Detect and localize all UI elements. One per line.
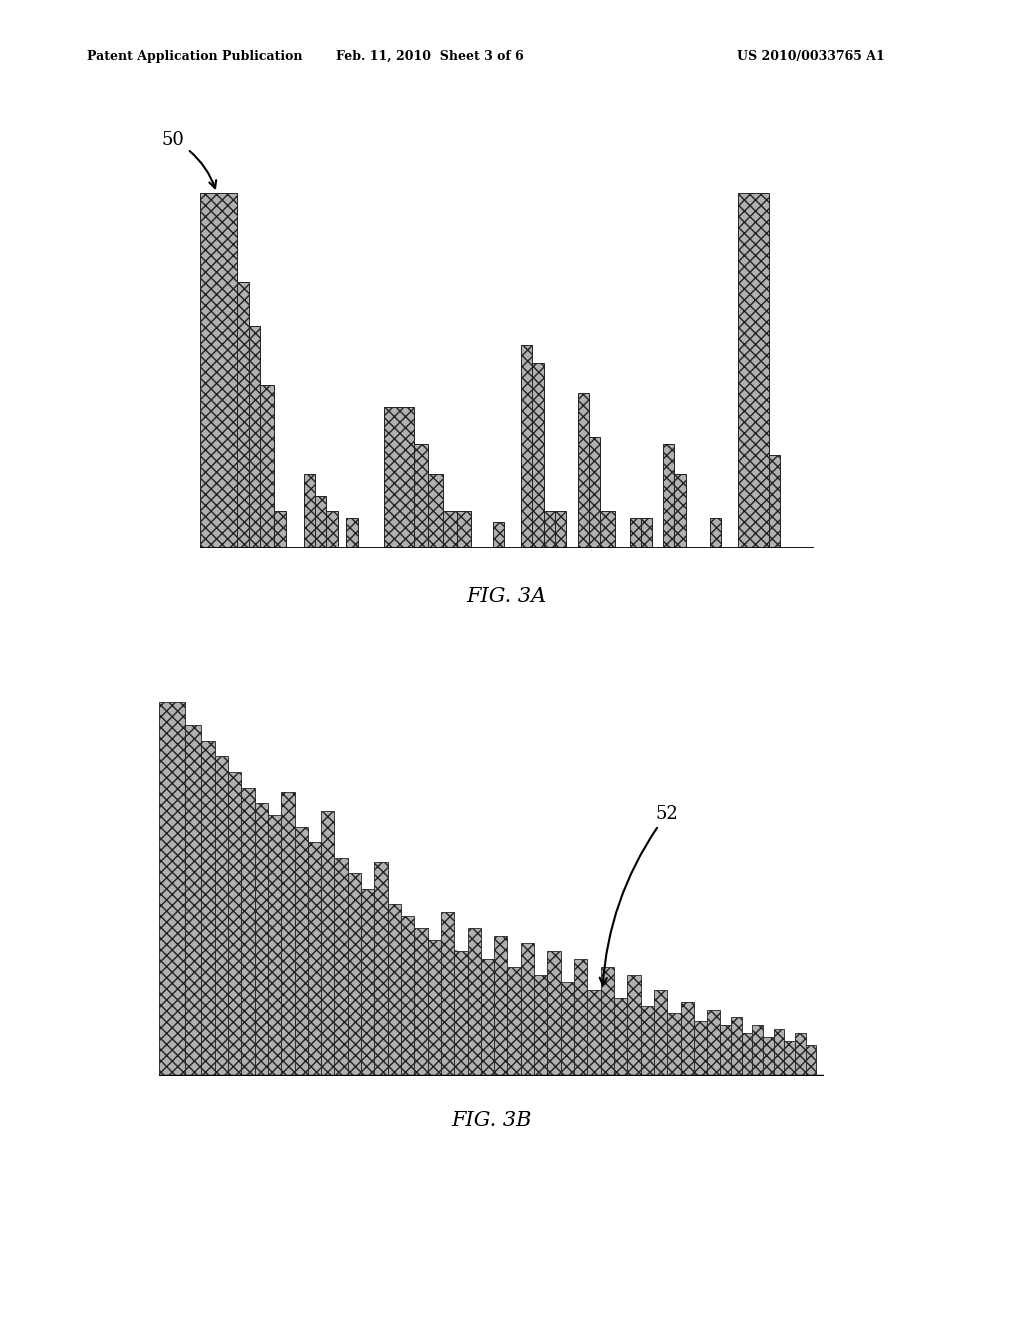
Bar xyxy=(544,511,555,548)
Bar xyxy=(741,1034,753,1076)
Bar xyxy=(282,792,295,1076)
Polygon shape xyxy=(159,710,816,1076)
Bar xyxy=(600,511,614,548)
Bar xyxy=(588,990,601,1076)
Bar xyxy=(228,772,242,1076)
Bar xyxy=(731,1018,741,1076)
Bar xyxy=(274,511,286,548)
Bar xyxy=(763,1038,774,1076)
Bar xyxy=(468,928,481,1076)
Bar xyxy=(674,474,685,548)
Bar xyxy=(493,521,504,548)
Bar xyxy=(415,445,428,548)
Bar xyxy=(200,193,238,548)
Bar xyxy=(457,511,471,548)
Bar xyxy=(384,408,415,548)
Bar xyxy=(589,437,600,548)
Bar xyxy=(769,455,780,548)
Bar xyxy=(681,1002,694,1076)
Text: Feb. 11, 2010  Sheet 3 of 6: Feb. 11, 2010 Sheet 3 of 6 xyxy=(336,50,524,63)
Bar xyxy=(784,1040,795,1076)
Bar xyxy=(795,1034,806,1076)
Bar xyxy=(361,888,375,1076)
Bar xyxy=(322,810,335,1076)
Bar xyxy=(215,756,228,1076)
Text: FIG. 3B: FIG. 3B xyxy=(452,1111,531,1130)
Bar xyxy=(295,826,308,1076)
Bar xyxy=(574,958,588,1076)
Bar xyxy=(601,966,614,1076)
Bar xyxy=(641,519,652,548)
Bar xyxy=(806,1044,816,1076)
Bar xyxy=(521,345,532,548)
Bar xyxy=(721,1026,731,1076)
Bar xyxy=(738,193,769,548)
Bar xyxy=(495,936,508,1076)
Bar xyxy=(249,326,260,548)
Bar xyxy=(268,814,282,1076)
Bar xyxy=(710,519,722,548)
Text: FIG. 3A: FIG. 3A xyxy=(467,587,547,606)
Bar xyxy=(308,842,322,1076)
Bar xyxy=(668,1014,681,1076)
Bar xyxy=(630,519,641,548)
Bar xyxy=(548,952,561,1076)
Bar xyxy=(202,741,215,1076)
Bar xyxy=(348,874,361,1076)
Bar xyxy=(159,702,185,1076)
Bar xyxy=(238,281,249,548)
Text: Patent Application Publication: Patent Application Publication xyxy=(87,50,302,63)
Bar xyxy=(304,474,315,548)
Bar xyxy=(578,392,589,548)
Bar xyxy=(442,511,457,548)
Bar xyxy=(455,952,468,1076)
Bar xyxy=(663,445,674,548)
Bar xyxy=(388,904,401,1076)
Bar xyxy=(694,1022,708,1076)
Bar xyxy=(654,990,668,1076)
Bar xyxy=(335,858,348,1076)
Bar xyxy=(774,1030,784,1076)
Bar xyxy=(415,928,428,1076)
Bar xyxy=(521,944,535,1076)
Bar xyxy=(327,511,338,548)
Bar xyxy=(375,862,388,1076)
Bar xyxy=(260,385,274,548)
Bar xyxy=(641,1006,654,1076)
Bar xyxy=(708,1010,721,1076)
Bar xyxy=(555,511,566,548)
Bar xyxy=(532,363,544,548)
Bar xyxy=(535,974,548,1076)
Text: 50: 50 xyxy=(162,131,216,189)
Bar xyxy=(242,788,255,1076)
Bar xyxy=(628,974,641,1076)
Bar xyxy=(346,519,357,548)
Bar xyxy=(561,982,574,1076)
Bar xyxy=(481,958,495,1076)
Bar xyxy=(428,940,441,1076)
Bar xyxy=(255,803,268,1076)
Bar xyxy=(614,998,628,1076)
Bar xyxy=(401,916,415,1076)
Bar xyxy=(185,725,202,1076)
Bar xyxy=(315,496,327,548)
Bar xyxy=(441,912,455,1076)
Bar xyxy=(428,474,442,548)
Bar xyxy=(508,966,521,1076)
Bar xyxy=(753,1026,763,1076)
Text: US 2010/0033765 A1: US 2010/0033765 A1 xyxy=(737,50,885,63)
Text: 52: 52 xyxy=(600,805,679,985)
